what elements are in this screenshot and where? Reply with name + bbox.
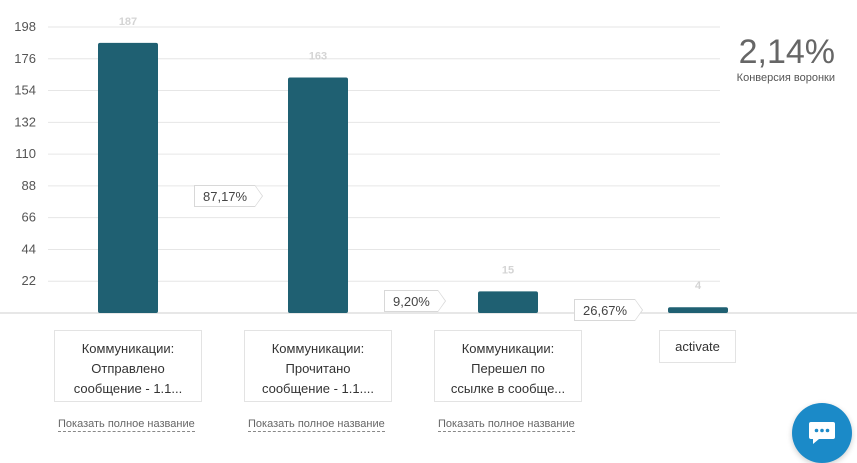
bar-value-label: 163 <box>309 51 327 63</box>
bar <box>98 42 158 314</box>
y-tick-label: 66 <box>22 210 36 225</box>
show-full-name-link[interactable]: Показать полное название <box>248 418 385 432</box>
y-tick-label: 44 <box>22 241 36 256</box>
step-name-line: Прочитано <box>285 361 351 376</box>
step-name-line: сообщение - 1.1.... <box>261 381 375 396</box>
step-card: Коммуникации: Прочитано сообщение - 1.1.… <box>244 330 392 402</box>
y-tick-label: 198 <box>14 19 36 34</box>
bar <box>668 307 728 313</box>
step-conversion-badge: 9,20% <box>384 290 446 312</box>
step-card: Коммуникации: Отправлено сообщение - 1.1… <box>54 330 202 402</box>
step-name-line: Коммуникации: <box>81 341 175 356</box>
step-card: Коммуникации: Перешел по ссылке в сообще… <box>434 330 582 402</box>
step-name-line: сообщение - 1.1... <box>73 381 183 396</box>
step-conversion-value: 26,67% <box>583 303 628 318</box>
bar <box>478 291 538 313</box>
funnel-conversion: 2,14% Конверсия воронки <box>737 32 835 84</box>
bar-value-label: 187 <box>119 16 137 28</box>
y-tick-label: 88 <box>22 178 36 193</box>
step-name-line: Коммуникации: <box>271 341 365 356</box>
bar-value-label: 4 <box>695 280 702 292</box>
step-name-line: Коммуникации: <box>461 341 555 356</box>
step-name-line: activate <box>675 339 720 354</box>
y-tick-label: 22 <box>22 273 36 288</box>
y-tick-label: 176 <box>14 51 36 66</box>
show-full-name-link[interactable]: Показать полное название <box>438 418 575 432</box>
step-conversion-value: 9,20% <box>393 294 430 309</box>
step-name-line: ссылке в сообще... <box>450 381 566 396</box>
show-full-name-link[interactable]: Показать полное название <box>58 418 195 432</box>
step-card: activate <box>659 330 736 363</box>
funnel-conversion-label: Конверсия воронки <box>736 72 835 84</box>
step-conversion-value: 87,17% <box>203 189 248 204</box>
step-conversion-badge: 26,67% <box>574 299 644 321</box>
step-conversion-badge: 87,17% <box>194 185 264 207</box>
funnel-conversion-value: 2,14% <box>738 33 835 71</box>
chat-bubble-icon <box>809 422 835 444</box>
y-tick-label: 154 <box>14 83 36 98</box>
step-name-line: Отправлено <box>91 361 165 376</box>
chat-button[interactable] <box>792 403 852 463</box>
step-name-line: Перешел по <box>471 361 545 376</box>
bar-value-label: 15 <box>502 264 514 276</box>
y-tick-label: 110 <box>15 146 36 161</box>
y-tick-label: 132 <box>14 114 36 129</box>
bar <box>288 77 348 313</box>
